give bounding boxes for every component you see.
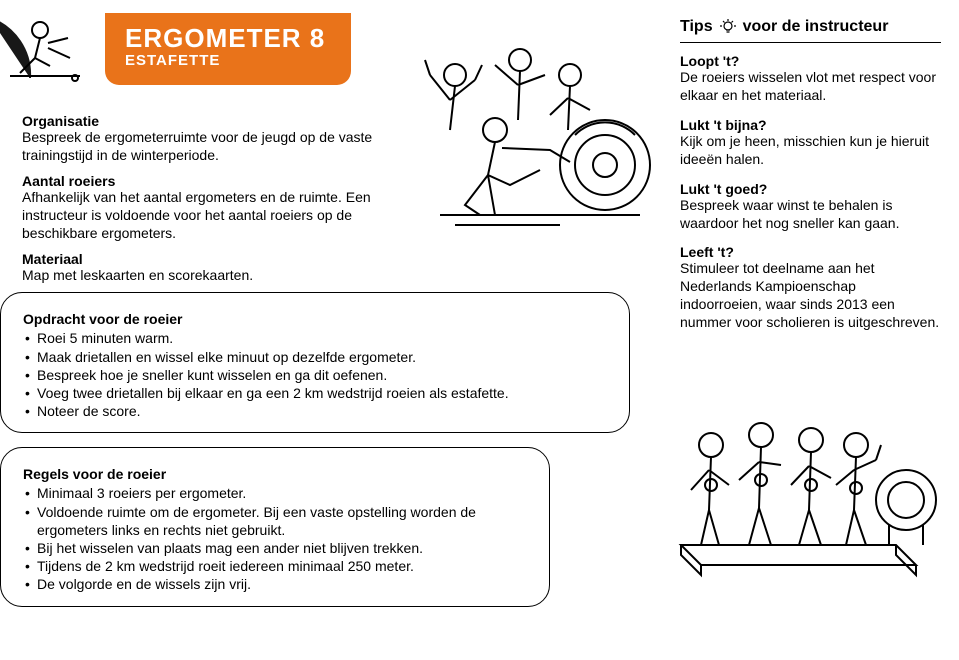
- heading-materiaal: Materiaal: [22, 251, 377, 267]
- tip-body: Bespreek waar winst te behalen is waardo…: [680, 197, 941, 233]
- opdracht-box: Opdracht voor de roeier Roei 5 minuten w…: [0, 292, 630, 433]
- body-organisatie: Bespreek de ergometerruimte voor de jeug…: [22, 129, 377, 165]
- list-item: Voeg twee drietallen bij elkaar en ga ee…: [23, 384, 611, 402]
- heading-regels: Regels voor de roeier: [23, 466, 531, 482]
- list-item: Bij het wisselen van plaats mag een ande…: [23, 539, 531, 557]
- lightbulb-icon: [719, 18, 737, 36]
- opdracht-list: Roei 5 minuten warm. Maak drietallen en …: [23, 329, 611, 420]
- title-box: Ergometer 8 Estafette: [105, 13, 351, 85]
- list-item: Minimaal 3 roeiers per ergometer.: [23, 484, 531, 502]
- body-materiaal: Map met leskaarten en scorekaarten.: [22, 267, 377, 285]
- section-organisatie: Organisatie Bespreek de ergometerruimte …: [22, 113, 377, 165]
- tip-heading: Lukt 't goed?: [680, 181, 941, 197]
- tip-heading: Lukt 't bijna?: [680, 117, 941, 133]
- list-item: De volgorde en de wissels zijn vrij.: [23, 575, 531, 593]
- regels-box: Regels voor de roeier Minimaal 3 roeiers…: [0, 447, 550, 606]
- tip-heading: Loopt 't?: [680, 53, 941, 69]
- illustration-podium-group: [671, 390, 941, 580]
- page-title: Ergometer 8: [125, 25, 325, 52]
- regels-list: Minimaal 3 roeiers per ergometer. Voldoe…: [23, 484, 531, 593]
- list-item: Tijdens de 2 km wedstrijd roeit iedereen…: [23, 557, 531, 575]
- section-aantal: Aantal roeiers Afhankelijk van het aanta…: [22, 173, 377, 243]
- tip-block: Loopt 't? De roeiers wisselen vlot met r…: [680, 53, 941, 105]
- rower-icon: [0, 18, 90, 93]
- heading-opdracht: Opdracht voor de roeier: [23, 311, 611, 327]
- list-item: Bespreek hoe je sneller kunt wisselen en…: [23, 366, 611, 384]
- tips-header: Tips voor de instructeur: [680, 18, 941, 43]
- list-item: Roei 5 minuten warm.: [23, 329, 611, 347]
- tips-label-pre: Tips: [680, 18, 713, 36]
- body-aantal: Afhankelijk van het aantal ergometers en…: [22, 189, 377, 243]
- page-subtitle: Estafette: [125, 52, 325, 69]
- tip-body: Stimuleer tot deelname aan het Nederland…: [680, 260, 941, 332]
- tip-body: Kijk om je heen, misschien kun je hierui…: [680, 133, 941, 169]
- list-item: Voldoende ruimte om de ergometer. Bij ee…: [23, 503, 531, 539]
- tip-body: De roeiers wisselen vlot met respect voo…: [680, 69, 941, 105]
- tip-block: Leeft 't? Stimuleer tot deelname aan het…: [680, 244, 941, 332]
- illustration-rowing-group: [400, 20, 665, 250]
- section-materiaal: Materiaal Map met leskaarten en scorekaa…: [22, 251, 377, 285]
- tip-heading: Leeft 't?: [680, 244, 941, 260]
- tips-label-post: voor de instructeur: [743, 18, 889, 36]
- heading-aantal: Aantal roeiers: [22, 173, 377, 189]
- list-item: Noteer de score.: [23, 402, 611, 420]
- heading-organisatie: Organisatie: [22, 113, 377, 129]
- tip-block: Lukt 't bijna? Kijk om je heen, misschie…: [680, 117, 941, 169]
- tip-block: Lukt 't goed? Bespreek waar winst te beh…: [680, 181, 941, 233]
- list-item: Maak drietallen en wissel elke minuut op…: [23, 348, 611, 366]
